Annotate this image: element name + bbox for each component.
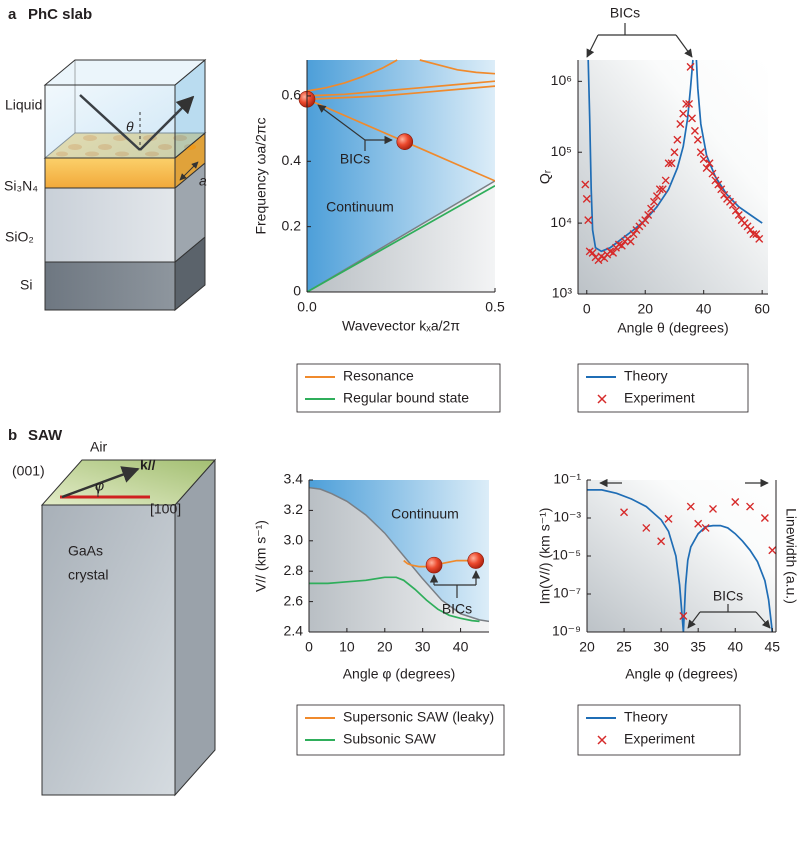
y-tick-label: 2.6 bbox=[284, 592, 304, 608]
x-tick-label: 20 bbox=[579, 639, 595, 655]
bic-point bbox=[468, 553, 484, 569]
annotation: BICs bbox=[340, 151, 370, 167]
y-axis-label: Frequency ωa/2πc bbox=[253, 117, 269, 234]
y-tick-label: 2.8 bbox=[284, 562, 304, 578]
y-tick-label: 0.4 bbox=[282, 152, 302, 168]
legend-label: Resonance bbox=[343, 368, 414, 384]
x-tick-label: 0.0 bbox=[297, 299, 317, 315]
y-tick-label: 3.4 bbox=[284, 471, 304, 487]
panel-title: SAW bbox=[28, 427, 63, 444]
chart: 2.4 2.6 2.8 3.0 3.2 3.4 0 10 20 30 40 Angle φ (degr… bbox=[253, 471, 504, 755]
x-tick-label: 0.5 bbox=[485, 299, 505, 315]
y-axis-label: Qᵣ bbox=[537, 169, 553, 184]
y-tick-label: 0 bbox=[293, 283, 301, 299]
x-tick-label: 40 bbox=[727, 639, 743, 655]
legend-label: Experiment bbox=[624, 731, 695, 747]
legend-label: Theory bbox=[624, 709, 668, 725]
x-tick-label: 30 bbox=[415, 639, 431, 655]
annotation: Continuum bbox=[391, 506, 459, 522]
panel-label: a bbox=[8, 6, 17, 23]
diagram-label: GaAs bbox=[68, 543, 103, 559]
x-tick-label: 30 bbox=[653, 639, 669, 655]
y-tick-label: 10⁻⁵ bbox=[552, 547, 581, 563]
x-tick-label: 40 bbox=[696, 301, 712, 317]
diagram-label: Liquid bbox=[5, 97, 42, 113]
x-axis-label: Angle θ (degrees) bbox=[617, 320, 728, 336]
bic-point bbox=[397, 134, 413, 150]
y-tick-label: 10⁶ bbox=[551, 72, 572, 88]
y-tick-label: 10³ bbox=[552, 285, 573, 301]
diagram-label: [100] bbox=[150, 501, 181, 517]
phc-slab-diagram bbox=[45, 60, 205, 310]
x-axis-label: Wavevector kₓa/2π bbox=[342, 318, 460, 334]
y-axis-label: V// (km s⁻¹) bbox=[253, 520, 269, 592]
diagram-label: Si₃N₄ bbox=[4, 178, 38, 194]
annotation: BICs bbox=[442, 601, 472, 617]
diagram-label: Si bbox=[20, 277, 32, 293]
y-tick-label: 10⁻⁷ bbox=[553, 585, 581, 601]
y-tick-label: 3.0 bbox=[284, 532, 304, 548]
y-tick-label: 0.6 bbox=[282, 87, 302, 103]
y-tick-label: 10⁵ bbox=[551, 143, 572, 159]
y-axis-label: Im(V//) (km s⁻¹) bbox=[537, 508, 553, 605]
legend-label: Supersonic SAW (leaky) bbox=[343, 709, 494, 725]
chart: 10³ 10⁴ 10⁵ 10⁶ 0 20 40 60 Angle θ (degrees) Qᵣ BI… bbox=[537, 5, 770, 412]
panel-title: PhC slab bbox=[28, 6, 92, 23]
annotation: Continuum bbox=[326, 199, 394, 215]
si-layer bbox=[45, 262, 175, 310]
y-tick-label: 10⁻¹ bbox=[553, 471, 581, 487]
y-tick-label: 10⁻⁹ bbox=[552, 623, 581, 639]
legend-label: Regular bound state bbox=[343, 390, 469, 406]
legend-label: Theory bbox=[624, 368, 668, 384]
legend-label: Experiment bbox=[624, 390, 695, 406]
panel-label: b bbox=[8, 427, 17, 444]
x-tick-label: 40 bbox=[453, 639, 469, 655]
x-tick-label: 35 bbox=[690, 639, 706, 655]
sio2-layer bbox=[45, 188, 175, 262]
y-tick-label: 0.2 bbox=[282, 217, 302, 233]
x-tick-label: 0 bbox=[583, 301, 591, 317]
bic-point bbox=[426, 557, 442, 573]
figure: a PhC slab b SAW Liquid Si₃N₄ SiO₂ Si θ … bbox=[0, 0, 801, 841]
y2-axis-label: Linewidth (a.u.) bbox=[783, 508, 799, 604]
x-tick-label: 25 bbox=[616, 639, 632, 655]
y-tick-label: 10⁴ bbox=[550, 214, 572, 230]
x-tick-label: 60 bbox=[754, 301, 770, 317]
y-tick-label: 3.2 bbox=[284, 501, 304, 517]
chart: 10⁻⁹ 10⁻⁷ 10⁻⁵ 10⁻³ 10⁻¹ 20 25 30 35 40 45 Angle φ … bbox=[537, 471, 800, 755]
y-tick-label: 2.4 bbox=[284, 623, 304, 639]
diagram-label: SiO₂ bbox=[5, 229, 34, 245]
saw-diagram bbox=[42, 460, 215, 795]
x-tick-label: 20 bbox=[637, 301, 653, 317]
diagram-label: (001) bbox=[12, 463, 45, 479]
x-tick-label: 45 bbox=[765, 639, 781, 655]
si3n4-layer bbox=[45, 158, 175, 188]
diagram-label: crystal bbox=[68, 567, 108, 583]
x-axis-label: Angle φ (degrees) bbox=[625, 666, 738, 682]
annotation: BICs bbox=[610, 5, 640, 21]
x-axis-label: Angle φ (degrees) bbox=[343, 666, 456, 682]
diagram-label: k// bbox=[140, 457, 156, 473]
diagram-label: φ bbox=[95, 478, 104, 494]
diagram-label: a bbox=[199, 173, 207, 189]
cube-front bbox=[42, 505, 175, 795]
y-tick-label: 10⁻³ bbox=[553, 509, 581, 525]
x-tick-label: 20 bbox=[377, 639, 393, 655]
diagram-label: θ bbox=[126, 119, 134, 135]
chart: 0 0.2 0.4 0.6 0.0 0.5 Wavevector kₓa/2π Frequen… bbox=[253, 60, 505, 412]
diagram-label: Air bbox=[90, 439, 107, 455]
x-tick-label: 0 bbox=[305, 639, 313, 655]
annotation: BICs bbox=[713, 588, 743, 604]
legend-label: Subsonic SAW bbox=[343, 731, 437, 747]
x-tick-label: 10 bbox=[339, 639, 355, 655]
